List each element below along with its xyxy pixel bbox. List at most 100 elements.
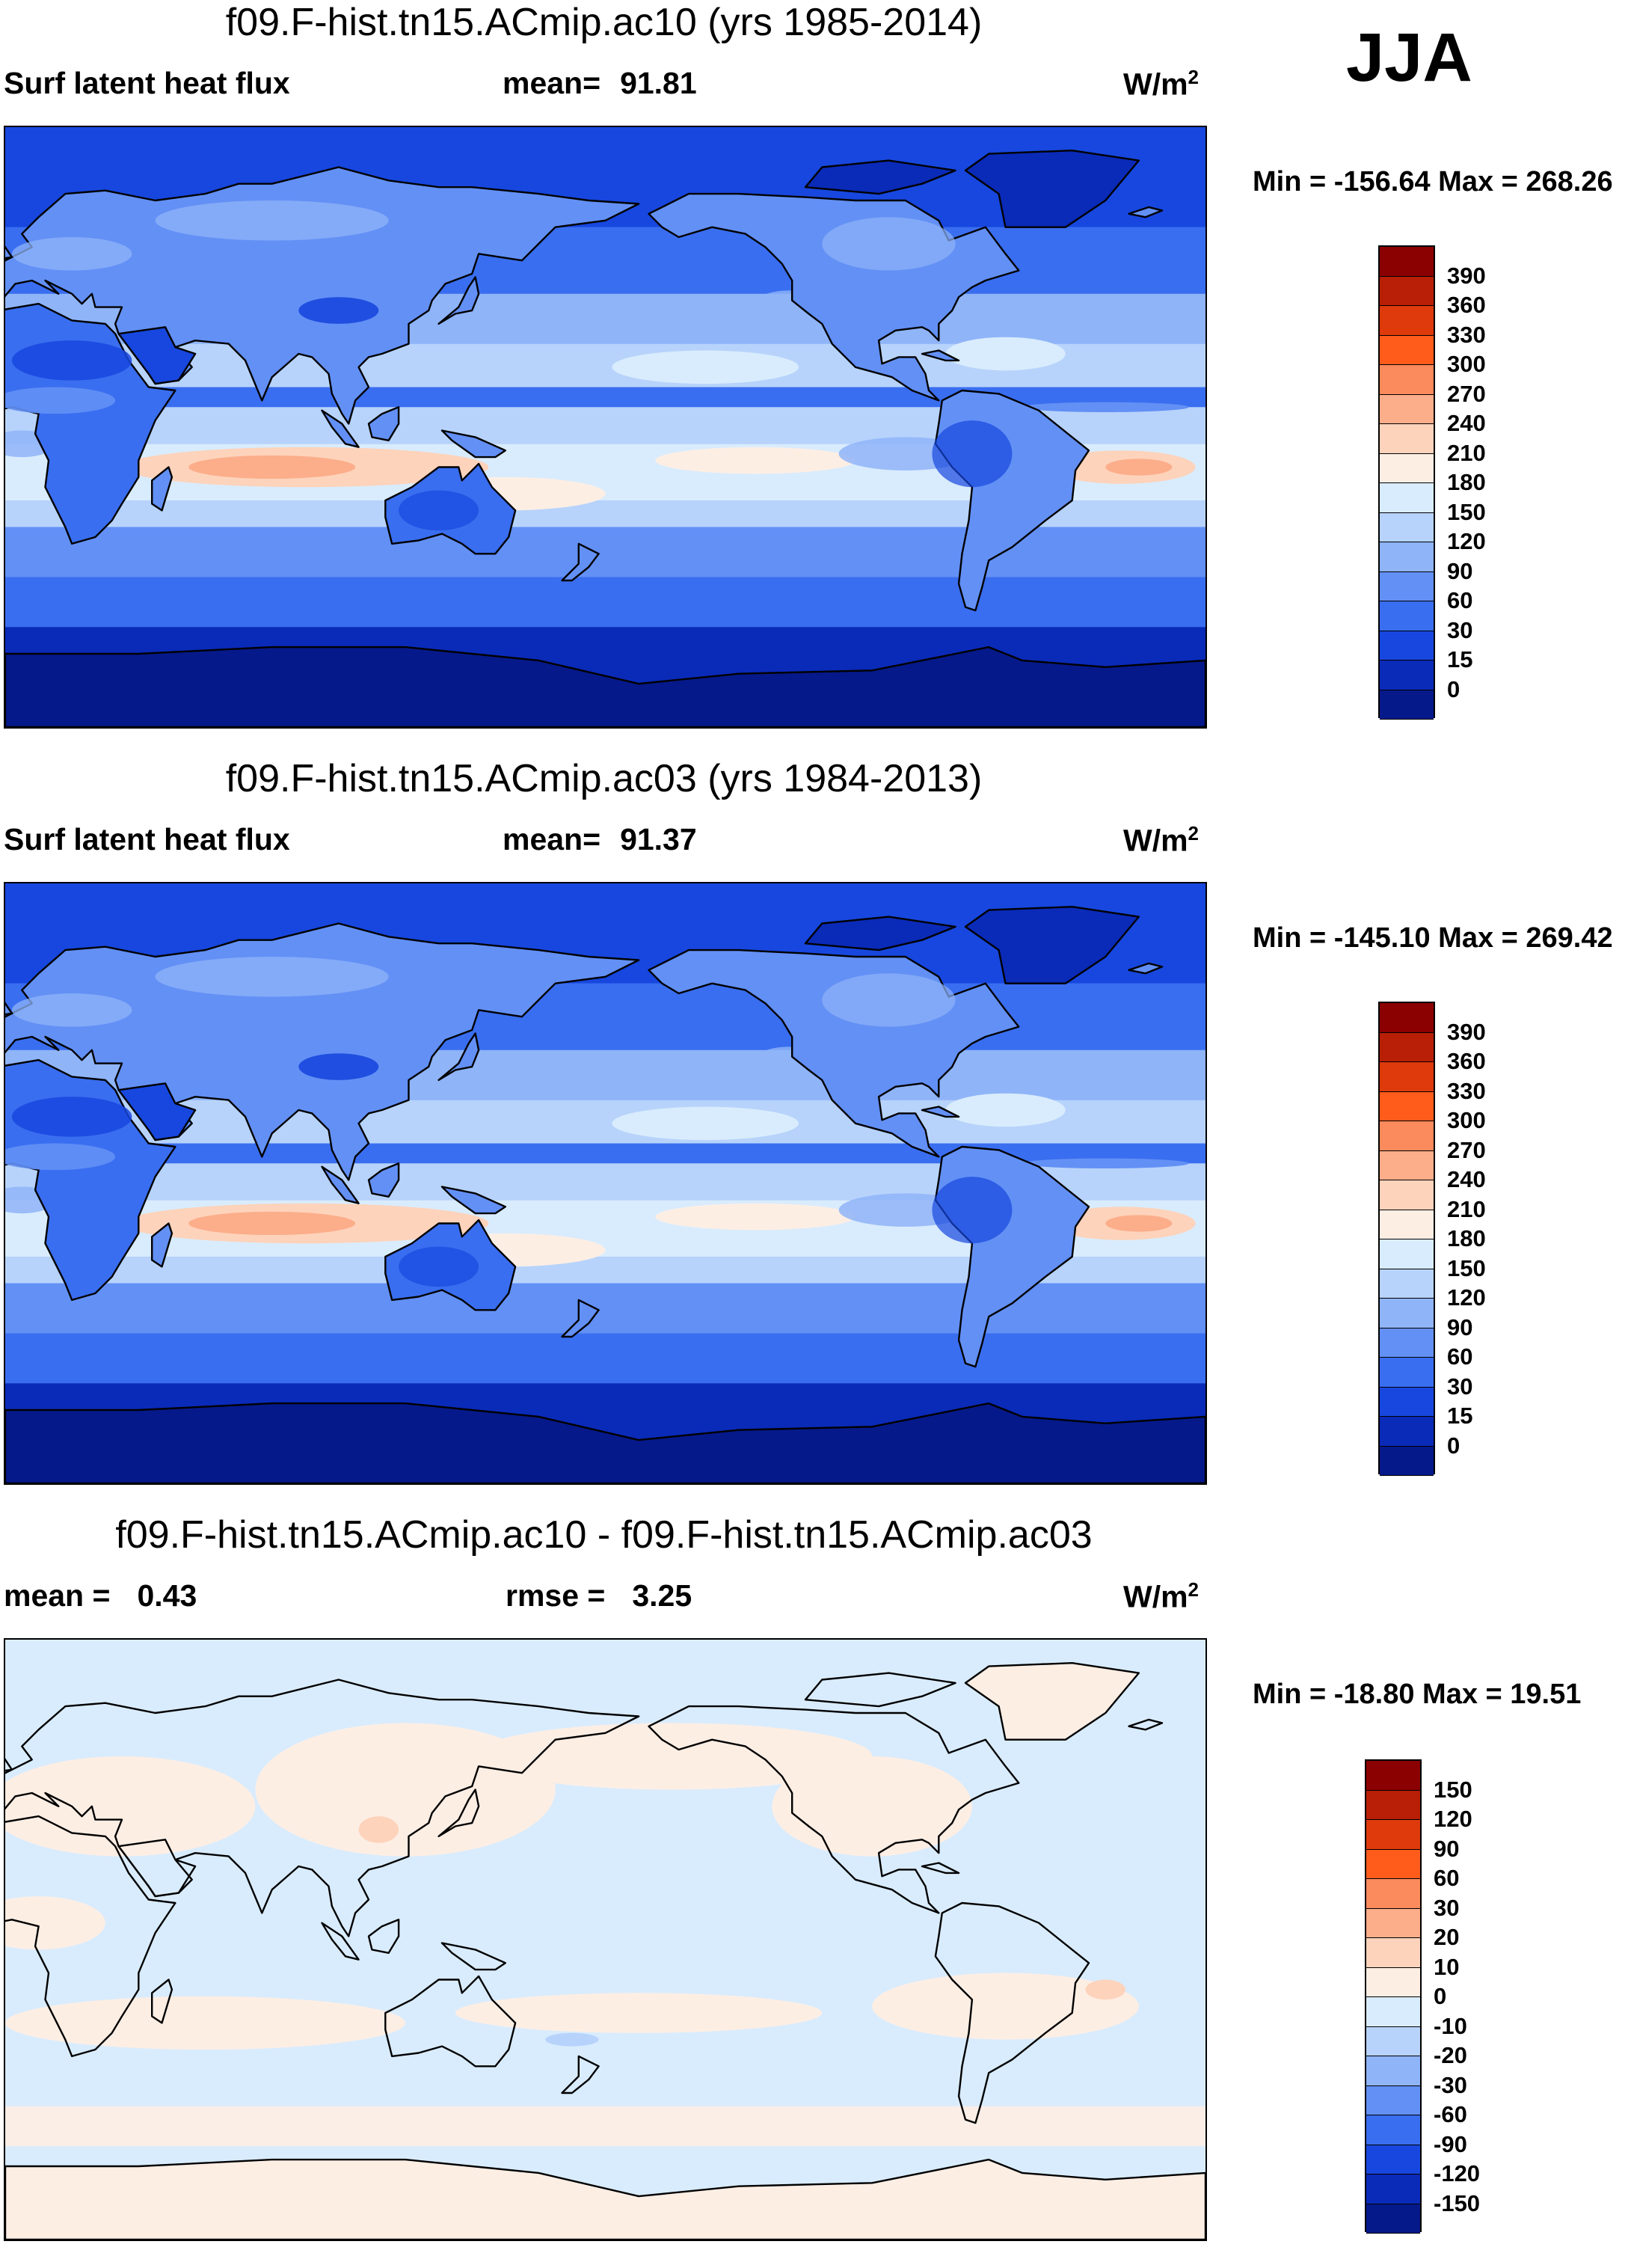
colorbar-swatch (1366, 2174, 1420, 2204)
landmass-britain (5, 1002, 13, 1016)
field-contour (298, 297, 379, 324)
landmass-newzealand (561, 2055, 600, 2094)
colorbar-swatch (1380, 1150, 1434, 1180)
landmass-newzealand (561, 1299, 600, 1338)
coastline-layer (5, 1662, 1205, 2240)
rmse-readout: rmse = 3.25 (506, 1578, 692, 1613)
field-contour (822, 973, 956, 1027)
panel-1: f09.F-hist.tn15.ACmip.ac10 (yrs 1985-201… (0, 0, 1631, 756)
colorbar-swatch (1366, 1820, 1420, 1850)
field-contour (612, 350, 799, 384)
field-contour (155, 200, 389, 241)
colorbar-tick-label: -20 (1434, 2042, 1467, 2068)
landmass-sumatra (321, 1165, 360, 1204)
field-contour (5, 1896, 105, 1950)
colorbar-swatch (1380, 1210, 1434, 1239)
colorbar-swatch (1380, 690, 1434, 720)
landmass-greenland (964, 906, 1140, 984)
field-band (5, 2106, 1205, 2147)
colorbar-tick-label: 30 (1447, 1373, 1473, 1400)
colorbar-box (1378, 245, 1435, 720)
field-contour (1022, 402, 1189, 412)
colorbar-swatch (1380, 365, 1434, 395)
landmass-australia (384, 1975, 517, 2068)
field-contour (945, 337, 1066, 371)
colorbar-swatch (1380, 601, 1434, 631)
colorbar-tick-label: 330 (1447, 1077, 1486, 1104)
colorbar-swatch (1380, 571, 1434, 601)
colorbar-tick-label: 0 (1447, 1432, 1460, 1459)
colorbar-swatch (1366, 2085, 1420, 2115)
map-plot (4, 882, 1207, 1485)
colorbar-swatch (1380, 483, 1434, 513)
colorbar-tick-label: 210 (1447, 439, 1486, 466)
field-contour (399, 1246, 479, 1287)
colorbar-tick-label: 120 (1447, 1284, 1486, 1311)
min-max-label: Min = -156.64 Max = 268.26 (1253, 166, 1613, 197)
colorbar-tick-label: 300 (1447, 351, 1486, 377)
colorbar-tick-label: 150 (1447, 1254, 1486, 1281)
landmass-madagascar (150, 1222, 173, 1268)
colorbar-box (1378, 1002, 1435, 1476)
colorbar-swatch (1380, 453, 1434, 483)
colorbar-tick-label: -90 (1434, 2130, 1467, 2157)
colorbar-swatch (1366, 2026, 1420, 2056)
landmass-greenland (964, 150, 1140, 228)
landmass-borneo (367, 1162, 400, 1198)
panel-title: f09.F-hist.tn15.ACmip.ac10 - f09.F-hist.… (115, 1513, 1093, 1557)
colorbar-tick-label: 180 (1447, 469, 1486, 495)
field-band (5, 1333, 1205, 1384)
colorbar-tick-label: 150 (1447, 498, 1486, 525)
field-contour (11, 237, 132, 271)
landmass-borneo (367, 1919, 400, 1954)
colorbar-tick-label: 360 (1447, 1048, 1486, 1074)
landmass-madagascar (150, 466, 173, 512)
variable-label: Surf latent heat flux (4, 822, 290, 856)
land-detail-layer (5, 957, 1013, 1287)
units-exponent: 2 (1188, 822, 1200, 845)
field-contour (1085, 1979, 1125, 2000)
colorbar-tick-label: 210 (1447, 1195, 1486, 1222)
landmass-newzealand (561, 542, 600, 582)
units-text: W/m (1123, 67, 1188, 102)
colorbar-swatch (1380, 1062, 1434, 1092)
colorbar-swatch (1366, 2145, 1420, 2174)
landmass-cuba (921, 1106, 960, 1118)
colorbar-swatch (1380, 1446, 1434, 1476)
mean-value: 91.37 (620, 822, 697, 856)
mean-label: mean= (503, 66, 601, 100)
colorbar-tick-label: 30 (1447, 616, 1473, 643)
colorbar-tick-label: 90 (1447, 557, 1473, 584)
landmass-cuba (921, 349, 960, 362)
field-contour (655, 1203, 856, 1230)
colorbar-tick-label: 15 (1447, 1403, 1473, 1429)
field-contour (945, 1093, 1066, 1127)
field-contour (298, 1053, 379, 1080)
colorbar-swatch (1380, 276, 1434, 306)
field-contour (188, 1211, 356, 1236)
colorbar-swatch (1366, 2204, 1420, 2234)
map-svg (5, 127, 1205, 727)
colorbar-tick-label: 300 (1447, 1107, 1486, 1133)
variable-label: Surf latent heat flux (4, 66, 290, 100)
field-contour (5, 387, 116, 414)
colorbar-tick-label: 150 (1434, 1776, 1472, 1803)
field-contour (358, 1816, 399, 1843)
landmass-eurasia (5, 1679, 640, 1937)
colorbar-swatch (1366, 1938, 1420, 1968)
season-label: JJA (1346, 19, 1472, 96)
colorbar-swatch (1366, 2056, 1420, 2086)
field-contour (399, 490, 479, 531)
min-max-label: Min = -145.10 Max = 269.42 (1253, 922, 1613, 954)
colorbar-swatch (1380, 512, 1434, 542)
colorbar-tick-label: 90 (1447, 1314, 1473, 1340)
field-contour (1105, 459, 1173, 476)
colorbar-tick-label: -10 (1434, 2012, 1467, 2039)
colorbar-tick-label: 60 (1447, 1343, 1473, 1370)
colorbar-tick-label: -120 (1434, 2160, 1481, 2186)
field-contour (11, 993, 132, 1027)
colorbar-swatch (1380, 1328, 1434, 1358)
landmass-newguinea (440, 1186, 506, 1215)
colorbar-tick-label: 360 (1447, 292, 1486, 318)
field-contour (455, 1993, 823, 2033)
